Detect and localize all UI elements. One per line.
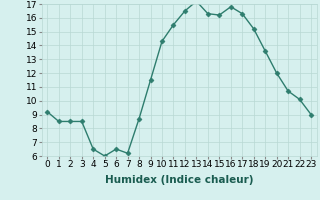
X-axis label: Humidex (Indice chaleur): Humidex (Indice chaleur) — [105, 175, 253, 185]
